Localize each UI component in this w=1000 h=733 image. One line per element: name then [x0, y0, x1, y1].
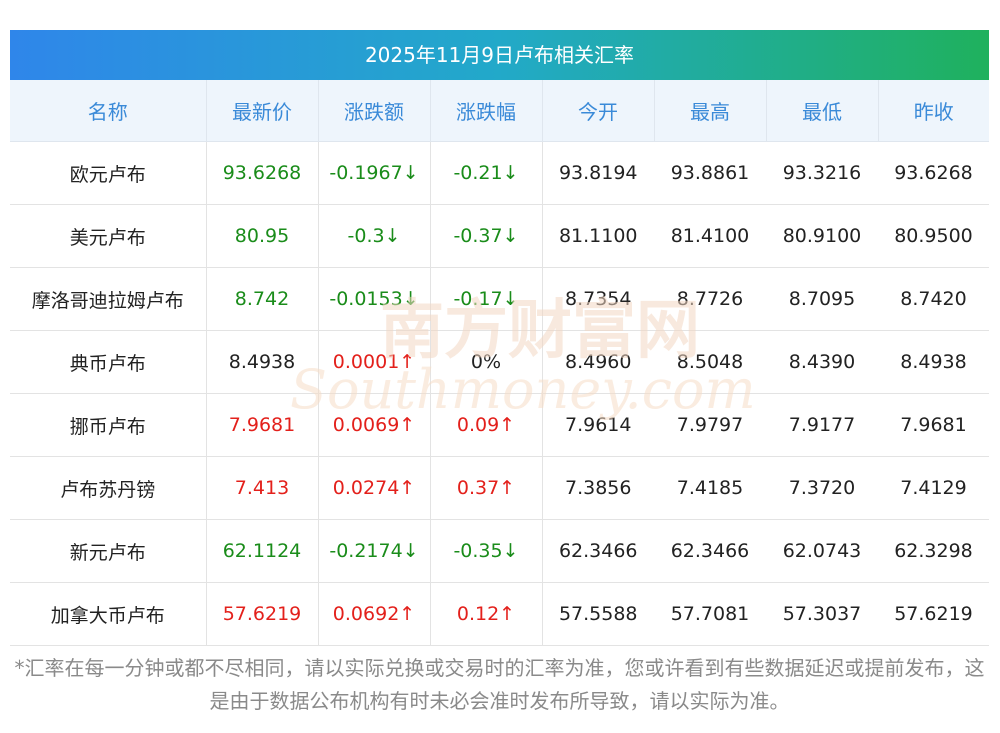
cell-open: 81.1100 [542, 204, 654, 268]
cell-low: 8.7095 [766, 267, 878, 331]
cell-latest: 8.742 [206, 267, 319, 331]
header-row: 名称 最新价 涨跌额 涨跌幅 今开 最高 最低 昨收 [10, 80, 989, 142]
cell-name: 加拿大币卢布 [10, 582, 207, 646]
cell-high: 8.7726 [654, 267, 766, 331]
table-row: 欧元卢布 93.6268 -0.1967↓ -0.21↓ 93.8194 93.8861 9… [10, 141, 989, 205]
table-row: 挪币卢布 7.9681 0.0069↑ 0.09↑ 7.9614 7.9797 7.9177… [10, 393, 989, 457]
cell-open: 7.3856 [542, 456, 654, 520]
rate-table: 名称 最新价 涨跌额 涨跌幅 今开 最高 最低 昨收 欧元卢布 93.6268 -0… [10, 80, 989, 646]
col-header-low: 最低 [766, 80, 879, 142]
cell-pct: -0.21↓ [430, 141, 543, 205]
cell-change: -0.0153↓ [318, 267, 431, 331]
cell-pct: -0.17↓ [430, 267, 543, 331]
cell-latest: 62.1124 [206, 519, 319, 583]
col-header-open: 今开 [542, 80, 655, 142]
cell-pct: 0% [430, 330, 543, 394]
cell-change: -0.3↓ [318, 204, 431, 268]
cell-open: 8.7354 [542, 267, 654, 331]
cell-name: 欧元卢布 [10, 141, 207, 205]
cell-prev: 80.9500 [878, 204, 989, 268]
cell-latest: 93.6268 [206, 141, 319, 205]
col-header-latest: 最新价 [206, 80, 319, 142]
cell-low: 7.9177 [766, 393, 878, 457]
table-row: 美元卢布 80.95 -0.3↓ -0.37↓ 81.1100 81.4100 80.910… [10, 204, 989, 268]
table-row: 新元卢布 62.1124 -0.2174↓ -0.35↓ 62.3466 62.3466 6… [10, 519, 989, 583]
table-row: 卢布苏丹镑 7.413 0.0274↑ 0.37↑ 7.3856 7.4185 7.3720… [10, 456, 989, 520]
table-title: 2025年11月9日卢布相关汇率 [10, 30, 989, 80]
cell-low: 57.3037 [766, 582, 878, 646]
cell-low: 62.0743 [766, 519, 878, 583]
cell-change: 0.0274↑ [318, 456, 431, 520]
cell-prev: 7.9681 [878, 393, 989, 457]
cell-open: 62.3466 [542, 519, 654, 583]
col-header-prev: 昨收 [878, 80, 989, 142]
disclaimer-note: *汇率在每一分钟或都不尽相同，请以实际兑换或交易时的汇率为准，您或许看到有些数据… [14, 656, 985, 713]
cell-change: 0.0692↑ [318, 582, 431, 646]
cell-name: 卢布苏丹镑 [10, 456, 207, 520]
col-header-name: 名称 [10, 80, 207, 142]
cell-change: -0.2174↓ [318, 519, 431, 583]
cell-change: 0.0001↑ [318, 330, 431, 394]
cell-pct: -0.35↓ [430, 519, 543, 583]
cell-prev: 93.6268 [878, 141, 989, 205]
cell-open: 93.8194 [542, 141, 654, 205]
cell-high: 7.4185 [654, 456, 766, 520]
table-row: 加拿大币卢布 57.6219 0.0692↑ 0.12↑ 57.5588 57.7081 5… [10, 582, 989, 646]
cell-pct: -0.37↓ [430, 204, 543, 268]
cell-name: 新元卢布 [10, 519, 207, 583]
table-row: 摩洛哥迪拉姆卢布 8.742 -0.0153↓ -0.17↓ 8.7354 8.7726 8… [10, 267, 989, 331]
rate-panel: 2025年11月9日卢布相关汇率 名称 最新价 涨跌额 涨跌幅 今开 最高 最低… [10, 30, 989, 646]
cell-latest: 7.413 [206, 456, 319, 520]
col-header-pct: 涨跌幅 [430, 80, 543, 142]
cell-prev: 8.7420 [878, 267, 989, 331]
cell-prev: 7.4129 [878, 456, 989, 520]
cell-latest: 80.95 [206, 204, 319, 268]
cell-high: 57.7081 [654, 582, 766, 646]
cell-latest: 57.6219 [206, 582, 319, 646]
cell-change: 0.0069↑ [318, 393, 431, 457]
cell-low: 93.3216 [766, 141, 878, 205]
cell-name: 典币卢布 [10, 330, 207, 394]
cell-prev: 62.3298 [878, 519, 989, 583]
cell-open: 57.5588 [542, 582, 654, 646]
cell-latest: 8.4938 [206, 330, 319, 394]
cell-high: 7.9797 [654, 393, 766, 457]
cell-high: 62.3466 [654, 519, 766, 583]
cell-open: 7.9614 [542, 393, 654, 457]
cell-pct: 0.37↑ [430, 456, 543, 520]
cell-pct: 0.12↑ [430, 582, 543, 646]
cell-latest: 7.9681 [206, 393, 319, 457]
cell-open: 8.4960 [542, 330, 654, 394]
cell-name: 美元卢布 [10, 204, 207, 268]
cell-pct: 0.09↑ [430, 393, 543, 457]
cell-name: 挪币卢布 [10, 393, 207, 457]
cell-low: 7.3720 [766, 456, 878, 520]
cell-low: 8.4390 [766, 330, 878, 394]
cell-name: 摩洛哥迪拉姆卢布 [10, 267, 207, 331]
cell-high: 8.5048 [654, 330, 766, 394]
cell-change: -0.1967↓ [318, 141, 431, 205]
cell-low: 80.9100 [766, 204, 878, 268]
cell-high: 81.4100 [654, 204, 766, 268]
col-header-change: 涨跌额 [318, 80, 431, 142]
cell-high: 93.8861 [654, 141, 766, 205]
col-header-high: 最高 [654, 80, 767, 142]
cell-prev: 8.4938 [878, 330, 989, 394]
cell-prev: 57.6219 [878, 582, 989, 646]
table-row: 典币卢布 8.4938 0.0001↑ 0% 8.4960 8.5048 8.4390 8.4… [10, 330, 989, 394]
